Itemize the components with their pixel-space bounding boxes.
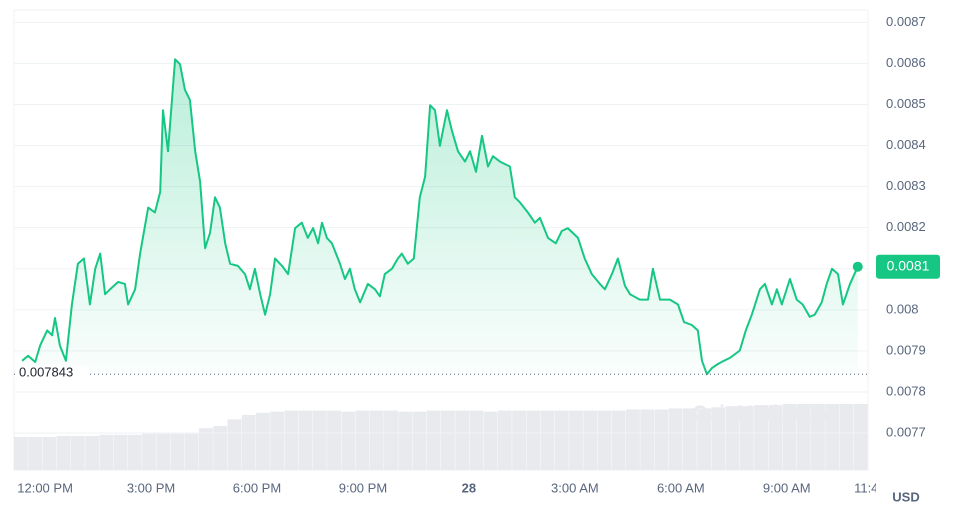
x-tick-label: 9:00 AM bbox=[763, 480, 811, 495]
volume-bar bbox=[56, 435, 71, 470]
volume-bar bbox=[99, 434, 114, 470]
volume-bar bbox=[213, 426, 228, 470]
y-tick-label: 0.0083 bbox=[886, 178, 926, 193]
x-tick-label: 6:00 PM bbox=[233, 480, 281, 495]
volume-bar bbox=[782, 404, 797, 470]
min-label: 0.007843 bbox=[19, 365, 73, 380]
volume-bar bbox=[754, 405, 768, 470]
volume-bar bbox=[341, 411, 356, 470]
volume-bar bbox=[739, 406, 754, 470]
volume-bar bbox=[355, 410, 370, 470]
volume-bar bbox=[327, 410, 341, 470]
x-tick-label: 11:40 AM bbox=[854, 480, 908, 495]
x-tick-label: 3:00 PM bbox=[127, 480, 175, 495]
volume-bar bbox=[441, 410, 455, 470]
price-tag-label: 0.0081 bbox=[887, 257, 930, 273]
min-label-bg bbox=[16, 365, 88, 382]
x-tick-label: 12:00 PM bbox=[17, 480, 73, 495]
volume-bar bbox=[369, 410, 384, 470]
volume-bar bbox=[28, 437, 43, 470]
volume-bar bbox=[554, 410, 569, 470]
volume-bar bbox=[811, 404, 825, 470]
volume-bar bbox=[839, 404, 854, 470]
y-tick-label: 0.0082 bbox=[886, 219, 926, 234]
volume-bar bbox=[796, 404, 811, 470]
volume-bar bbox=[398, 411, 413, 470]
volume-bar bbox=[156, 433, 171, 470]
volume-bar bbox=[583, 410, 598, 470]
x-tick-label: 28 bbox=[462, 480, 476, 495]
last-point bbox=[852, 261, 863, 272]
x-tick-label: 6:00 AM bbox=[657, 480, 705, 495]
y-tick-label: 0.0077 bbox=[886, 424, 926, 439]
volume-bar bbox=[312, 410, 327, 470]
volume-bar bbox=[668, 408, 683, 470]
volume-bar bbox=[70, 435, 85, 470]
volume-bar bbox=[113, 434, 128, 470]
volume-bar bbox=[298, 410, 313, 470]
volume-bar bbox=[569, 410, 583, 470]
volume-bar bbox=[825, 404, 840, 470]
volume-bar bbox=[497, 410, 512, 470]
y-tick-label: 0.0078 bbox=[886, 383, 926, 398]
price-tag bbox=[876, 254, 940, 279]
volume-bar bbox=[85, 435, 99, 470]
y-tick-label: 0.0084 bbox=[886, 137, 926, 152]
x-tick-label: 9:00 PM bbox=[339, 480, 387, 495]
y-tick-label: 0.0085 bbox=[886, 96, 926, 111]
volume-bar bbox=[241, 415, 256, 470]
volume-bar bbox=[469, 410, 484, 470]
volume-bar bbox=[626, 409, 640, 470]
price-line bbox=[21, 58, 859, 376]
volume-bar bbox=[142, 433, 156, 470]
volume-bar bbox=[184, 433, 199, 470]
volume-bar bbox=[540, 410, 555, 470]
volume-bar bbox=[654, 409, 669, 470]
volume-bar bbox=[711, 407, 726, 470]
volume-bar bbox=[853, 404, 868, 470]
volume-bar bbox=[697, 408, 712, 470]
volume-bar bbox=[426, 410, 441, 470]
volume-bar bbox=[597, 410, 612, 470]
y-tick-label: 0.008 bbox=[886, 301, 919, 316]
volume-bar bbox=[483, 411, 498, 470]
volume-bar bbox=[682, 408, 697, 470]
volume-bar bbox=[640, 409, 655, 470]
volume-bar bbox=[526, 410, 541, 470]
y-tick-label: 0.0079 bbox=[886, 342, 926, 357]
y-unit: USD bbox=[892, 489, 919, 504]
volume-bar bbox=[384, 410, 398, 470]
volume-bar bbox=[768, 405, 783, 470]
y-tick-label: 0.0086 bbox=[886, 55, 926, 70]
volume-bar bbox=[127, 434, 142, 470]
volume-bar bbox=[412, 411, 427, 470]
x-tick-label: 3:00 AM bbox=[551, 480, 599, 495]
volume-bar bbox=[42, 437, 57, 470]
volume-bar bbox=[725, 406, 740, 470]
volume-bar bbox=[284, 410, 299, 470]
volume-bar bbox=[227, 419, 242, 470]
volume-bar bbox=[170, 433, 185, 470]
volume-bar bbox=[255, 412, 270, 470]
volume-bar bbox=[512, 410, 526, 470]
volume-bar bbox=[455, 410, 470, 470]
volume-bar bbox=[611, 410, 626, 470]
y-tick-label: 0.0087 bbox=[886, 14, 926, 29]
volume-bar bbox=[14, 437, 28, 470]
volume-bar bbox=[270, 411, 285, 470]
volume-bar bbox=[199, 428, 213, 470]
